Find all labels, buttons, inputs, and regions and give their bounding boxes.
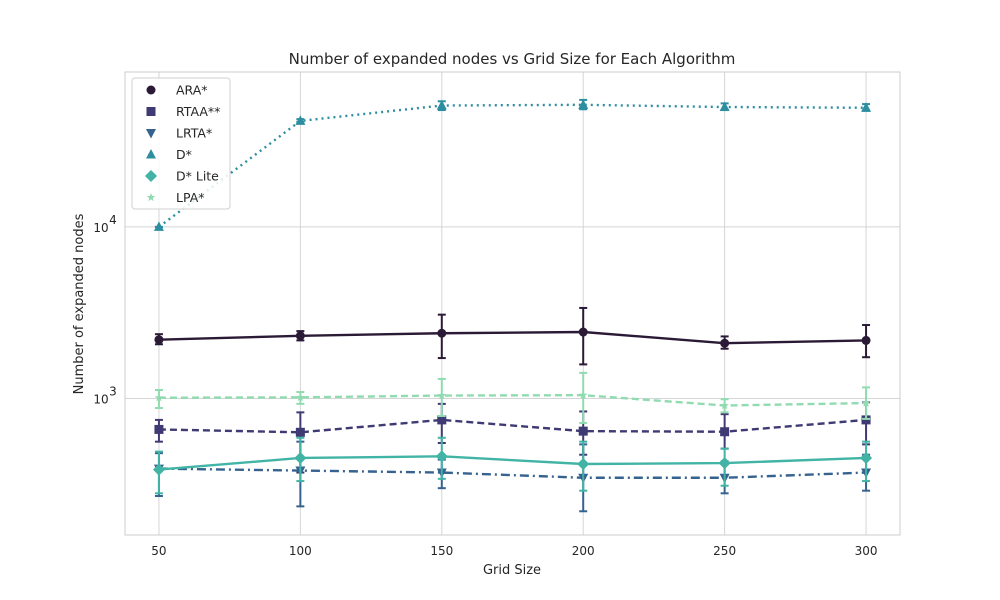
legend: ARA* RTAA** LRTA* D* D* Lite LPA*: [131, 77, 231, 210]
legend-label: ARA*: [176, 83, 208, 98]
data-point: [435, 450, 448, 463]
x-tick-label: 150: [430, 544, 453, 558]
series-d: [153, 98, 872, 231]
data-point: [154, 424, 164, 434]
data-point: [860, 451, 873, 464]
data-point: [720, 427, 730, 437]
chart-title: Number of expanded nodes vs Grid Size fo…: [289, 50, 736, 68]
series-line: [158, 455, 867, 471]
data-point: [295, 331, 305, 341]
y-tick-label: 10: [93, 221, 108, 235]
data-point: [154, 335, 164, 345]
series-layer: [152, 98, 873, 513]
legend-label: D*: [176, 147, 192, 162]
y-tick-exponent: 4: [109, 213, 117, 227]
data-point: [577, 457, 590, 470]
x-axis-ticks: 50 100 150 200 250 300: [151, 544, 877, 558]
plot-area-frame: [124, 71, 901, 536]
series-d-lite: [152, 436, 873, 495]
data-point: [296, 392, 305, 401]
data-point: [154, 393, 164, 402]
data-point: [720, 338, 730, 348]
data-point: [719, 101, 730, 112]
data-point: [294, 451, 307, 464]
data-point: [861, 102, 872, 112]
x-tick-label: 250: [713, 544, 736, 558]
series-line: [158, 393, 867, 407]
data-point: [578, 327, 588, 337]
series-line: [158, 418, 867, 434]
data-point: [437, 391, 447, 400]
x-tick-label: 300: [855, 544, 878, 558]
y-tick-label: 10: [93, 392, 108, 406]
y-tick-exponent: 3: [109, 384, 117, 398]
x-tick-label: 100: [289, 544, 312, 558]
y-axis-label: Number of expanded nodes: [72, 213, 87, 394]
data-point: [861, 398, 871, 407]
data-point: [578, 426, 588, 436]
data-point: [718, 457, 731, 470]
x-tick-label: 200: [572, 544, 595, 558]
legend-marker: [146, 193, 156, 202]
series-line: [158, 330, 867, 345]
x-axis-label: Grid Size: [483, 563, 541, 578]
legend-marker: [146, 149, 156, 159]
x-tick-label: 50: [151, 544, 166, 558]
legend-label: RTAA**: [176, 104, 220, 119]
legend-label: LRTA*: [176, 126, 212, 141]
data-point: [152, 463, 165, 476]
data-point: [437, 328, 447, 338]
series-lpa: [154, 371, 871, 424]
legend-marker: [145, 170, 157, 182]
data-point: [861, 335, 871, 345]
data-point: [578, 390, 588, 399]
data-point: [437, 415, 447, 425]
legend-marker: [146, 85, 156, 95]
legend-label: D* Lite: [176, 169, 219, 184]
legend-marker: [146, 129, 156, 139]
data-point: [295, 115, 306, 125]
series-ara: [154, 306, 871, 366]
series-line: [158, 467, 867, 479]
data-point: [295, 427, 305, 437]
series-line: [158, 103, 867, 228]
data-point: [720, 401, 729, 410]
legend-marker: [146, 107, 156, 116]
legend-label: LPA*: [176, 190, 205, 205]
data-point: [436, 100, 447, 110]
data-point: [578, 99, 589, 109]
data-point: [153, 221, 164, 231]
